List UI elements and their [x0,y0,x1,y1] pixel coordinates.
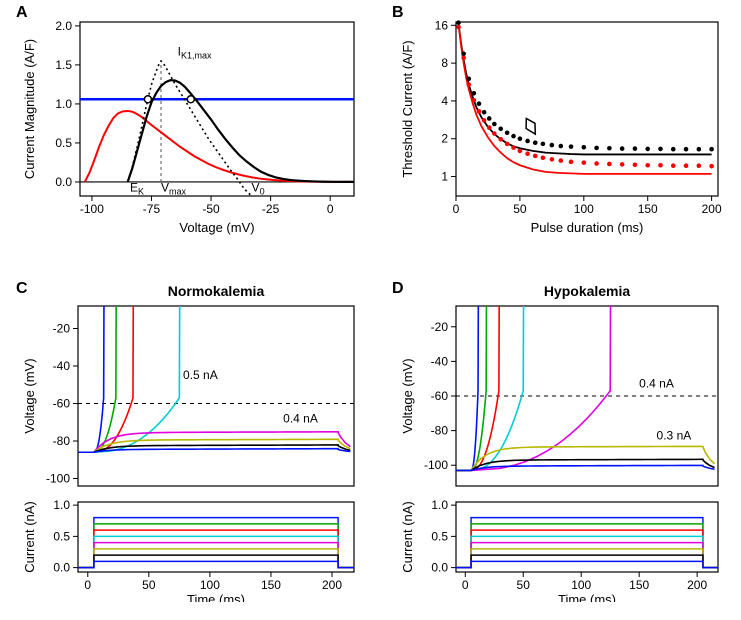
svg-text:Vmax: Vmax [161,180,187,196]
svg-text:V0: V0 [252,180,265,196]
svg-text:2.0: 2.0 [55,19,72,33]
svg-text:-80: -80 [53,434,71,448]
svg-text:0.5: 0.5 [53,529,70,543]
svg-text:100: 100 [574,202,594,216]
panel-c: Normokalemia -100 -80 -60 -40 -20 Voltage (mV)… [18,282,362,602]
svg-text:0: 0 [84,578,91,592]
svg-text:-40: -40 [431,354,449,368]
svg-text:200: 200 [687,578,707,592]
svg-text:0.3 nA: 0.3 nA [657,428,692,442]
svg-text:50: 50 [517,578,531,592]
svg-text:EK: EK [130,180,144,196]
svg-text:4: 4 [441,94,448,108]
svg-text:0.5: 0.5 [55,136,72,150]
svg-text:-100: -100 [424,458,448,472]
svg-text:Current (nA): Current (nA) [400,501,415,573]
svg-text:150: 150 [638,202,658,216]
svg-text:0.5: 0.5 [431,529,448,543]
panel-d: Hypokalemia -100 -80 -60 -40 -20 Voltage (mV) 0… [396,282,726,602]
svg-text:Current (nA): Current (nA) [22,501,37,573]
svg-text:-25: -25 [262,202,280,216]
svg-text:0.5 nA: 0.5 nA [183,368,218,382]
svg-text:Current Magnitude (A/F): Current Magnitude (A/F) [22,39,37,179]
svg-text:IK1,max: IK1,max [178,45,212,61]
svg-text:-80: -80 [431,424,449,438]
svg-text:1.5: 1.5 [55,58,72,72]
panel-a: -100 -75 -50 -25 0 0.0 0.5 1.0 1.5 2.0 Voltage (mV… [18,10,362,238]
svg-text:-20: -20 [53,322,71,336]
svg-text:0: 0 [453,202,460,216]
svg-text:1.0: 1.0 [55,97,72,111]
svg-text:0: 0 [462,578,469,592]
svg-text:150: 150 [261,578,281,592]
svg-text:1.0: 1.0 [431,498,448,512]
svg-text:50: 50 [513,202,527,216]
svg-text:150: 150 [629,578,649,592]
svg-text:Time (ms): Time (ms) [187,592,245,602]
svg-text:Normokalemia: Normokalemia [168,283,265,299]
panel-b: 0 50 100 150 200 1 2 4 8 16 Pulse duration (ms) Thr… [396,10,726,238]
svg-text:-20: -20 [431,320,449,334]
svg-text:Hypokalemia: Hypokalemia [544,283,631,299]
svg-text:Threshold Current (A/F): Threshold Current (A/F) [400,40,415,177]
svg-text:0.0: 0.0 [55,175,72,189]
svg-text:0.4 nA: 0.4 nA [283,411,318,425]
svg-text:0.0: 0.0 [431,561,448,575]
figure-root: A -100-75-50-2500.00.51.01.52.0Voltage (… [0,0,741,620]
svg-text:200: 200 [702,202,722,216]
svg-text:0.0: 0.0 [53,561,70,575]
svg-text:0.4 nA: 0.4 nA [639,376,674,390]
svg-text:-75: -75 [143,202,161,216]
svg-text:-50: -50 [202,202,220,216]
svg-text:-60: -60 [431,389,449,403]
svg-text:Time (ms): Time (ms) [558,592,616,602]
svg-text:50: 50 [142,578,156,592]
svg-text:1.0: 1.0 [53,498,70,512]
svg-text:Voltage (mV): Voltage (mV) [400,358,415,433]
svg-text:Voltage (mV): Voltage (mV) [22,358,37,433]
svg-text:-40: -40 [53,359,71,373]
svg-text:2: 2 [441,132,448,146]
svg-text:16: 16 [435,18,449,32]
svg-text:1: 1 [441,170,448,184]
svg-text:200: 200 [322,578,342,592]
svg-text:Pulse duration (ms): Pulse duration (ms) [531,220,644,235]
svg-text:100: 100 [571,578,591,592]
svg-text:8: 8 [441,56,448,70]
svg-text:-60: -60 [53,397,71,411]
svg-text:-100: -100 [46,472,70,486]
svg-text:Voltage (mV): Voltage (mV) [179,220,254,235]
svg-text:0: 0 [327,202,334,216]
svg-text:-100: -100 [80,202,104,216]
svg-text:100: 100 [200,578,220,592]
